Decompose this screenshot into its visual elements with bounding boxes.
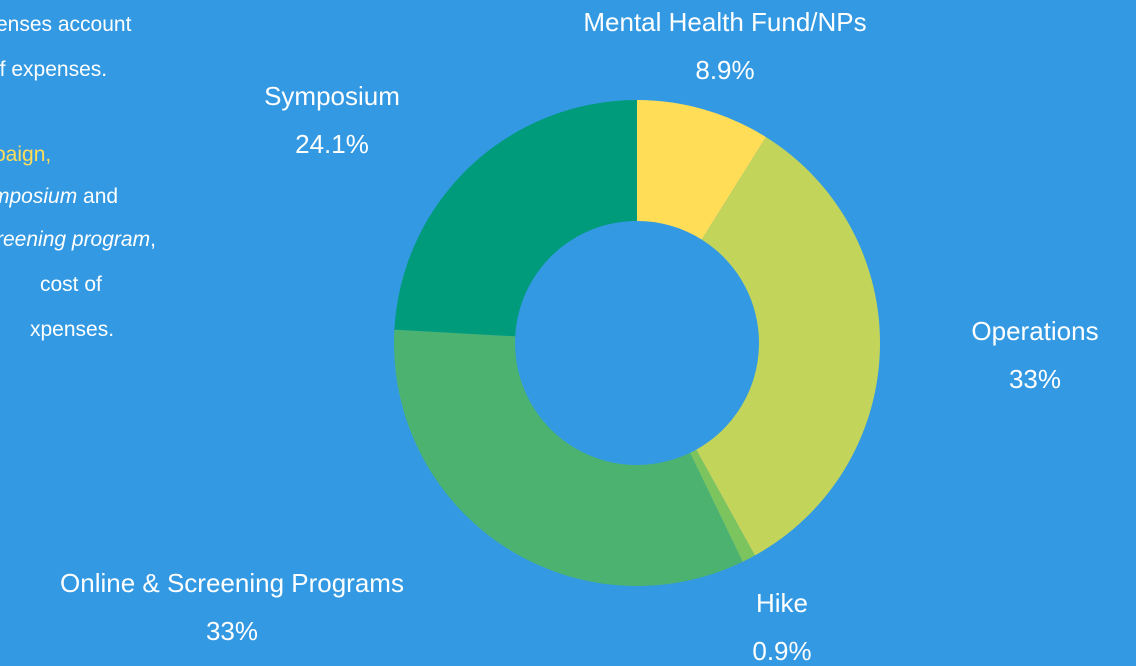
note-line: of expenses.: [0, 58, 107, 81]
slice: [393, 329, 743, 586]
slice: [394, 100, 637, 337]
slice-value-label: 8.9%: [695, 55, 754, 85]
slice-value-label: 33%: [206, 616, 258, 646]
note-line: enses account: [0, 13, 132, 36]
note-run: of expenses.: [0, 58, 107, 81]
note-run: ,: [150, 228, 156, 251]
slice: [637, 100, 767, 240]
slice: [696, 137, 880, 556]
note-run: enses account: [0, 13, 132, 36]
note-line: mposium and: [0, 185, 118, 208]
slice-label: Online & Screening Programs: [60, 568, 404, 598]
slice-label: Mental Health Fund/NPs: [583, 7, 866, 37]
slice-value-label: 0.9%: [752, 636, 811, 666]
slice: [690, 449, 755, 562]
slice-value-label: 33%: [1009, 364, 1061, 394]
note-run: reening program: [0, 228, 150, 251]
note-line: xpenses.: [30, 318, 114, 341]
slice-value-label: 24.1%: [295, 129, 369, 159]
note-run: and: [77, 185, 118, 208]
note-run: mposium: [0, 185, 77, 208]
note-line: reening program,: [0, 228, 156, 251]
note-run: paign,: [0, 143, 51, 166]
note-run: xpenses.: [30, 318, 114, 341]
slice-label: Operations: [971, 316, 1098, 346]
note-run: cost of: [40, 273, 102, 296]
note-line: cost of: [40, 273, 102, 296]
slice-label: Hike: [756, 588, 808, 618]
slice-label: Symposium: [264, 81, 400, 111]
note-line: paign,: [0, 143, 51, 166]
